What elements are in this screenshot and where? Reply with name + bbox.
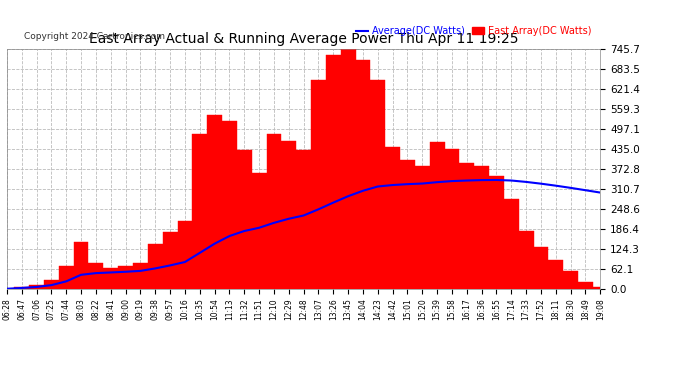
- Text: Copyright 2024 Cartronics.com: Copyright 2024 Cartronics.com: [24, 32, 165, 41]
- Title: East Array Actual & Running Average Power Thu Apr 11 19:25: East Array Actual & Running Average Powe…: [89, 32, 518, 46]
- Legend: Average(DC Watts), East Array(DC Watts): Average(DC Watts), East Array(DC Watts): [353, 22, 595, 40]
